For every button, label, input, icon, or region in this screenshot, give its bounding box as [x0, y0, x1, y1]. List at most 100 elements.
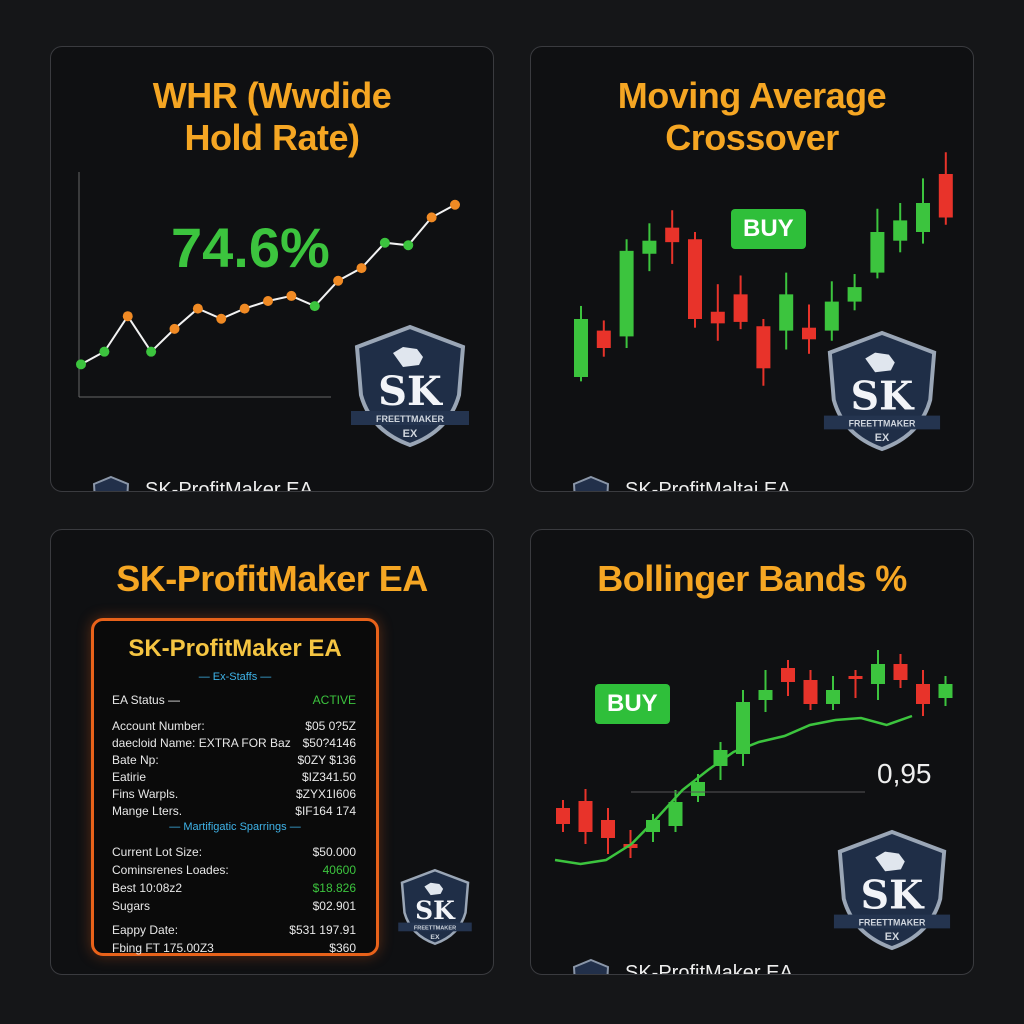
svg-text:S: S: [104, 489, 117, 492]
whr-title: WHR (Wwdide Hold Rate): [152, 75, 392, 158]
candle-body: [803, 680, 818, 704]
row-value: $ZYX1I606: [295, 787, 356, 801]
candle-body: [713, 750, 728, 766]
ea-card: SK-ProfitMaker EA SK-ProfitMaker EA — Ex…: [50, 529, 494, 975]
row-value: $IZ341.50: [301, 770, 356, 784]
status-label: EA Status —: [112, 693, 181, 707]
panel-row: Eappy Date: $531 197.91: [112, 923, 356, 937]
candle-body: [824, 301, 839, 331]
bb-candle-chart: [554, 650, 953, 866]
panel-row: daecloid Name: EXTRA FOR Baz $50?4146: [112, 736, 356, 750]
row-label: Mange Lters.: [112, 804, 183, 818]
row-value: $50?4146: [302, 736, 356, 750]
candle-body: [870, 232, 885, 273]
candle-body: [688, 239, 702, 319]
mac-title: Moving Average Crossover: [617, 75, 887, 158]
bb-value-label: 0,95: [877, 758, 932, 789]
whr-line-chart: [76, 172, 460, 398]
svg-text:FREETTMAKER: FREETTMAKER: [414, 925, 456, 931]
whr-data-point: [76, 359, 86, 370]
candle-body: [758, 690, 773, 700]
whr-data-point: [309, 301, 320, 312]
candle-body: [733, 294, 748, 322]
row-value: $05 0?5Z: [305, 719, 356, 733]
candle-body: [781, 668, 795, 682]
whr-data-point: [216, 313, 227, 324]
candle-body: [847, 287, 862, 302]
candle-body: [596, 330, 611, 348]
whr-data-point: [122, 311, 133, 322]
row-value: $360: [329, 941, 356, 955]
svg-text:FREETTMAKER: FREETTMAKER: [859, 917, 926, 927]
row-label: daecloid Name: EXTRA FOR Baz: [112, 736, 291, 750]
row-label: Current Lot Size:: [112, 845, 203, 859]
shield-icon: S: [92, 475, 130, 492]
shield-icon: S: [572, 958, 610, 975]
status-row: EA Status — ACTIVE: [112, 693, 356, 707]
svg-text:SK: SK: [378, 368, 443, 415]
sk-shield-logo: SK FREETTMAKER EX: [351, 324, 469, 448]
candle-body: [916, 203, 930, 232]
sk-shield-logo: SK FREETTMAKER EX: [833, 829, 951, 951]
sk-shield-logo: SK FREETTMAKER EX: [823, 330, 941, 452]
whr-data-point: [356, 263, 367, 274]
whr-card: WHR (Wwdide Hold Rate) 74.6% SK FREETTMA…: [50, 46, 494, 492]
panel-row: Sugars $02.901: [112, 899, 356, 913]
candle-body: [938, 684, 953, 698]
panel-row: Current Lot Size: $50.000: [112, 845, 356, 859]
panel-title: SK-ProfitMaker EA: [128, 635, 342, 662]
footer-name: SK-ProfitMaltai EA: [625, 479, 791, 492]
footer-name: SK-ProfitMaker EA: [625, 962, 793, 975]
svg-text:EX: EX: [430, 934, 440, 941]
candle-body: [619, 250, 634, 337]
whr-data-point: [169, 323, 180, 334]
row-label: Eatirie: [112, 770, 147, 784]
candle-body: [642, 240, 657, 254]
shield-icon: S: [572, 475, 610, 491]
svg-text:SK: SK: [861, 873, 925, 919]
row-value: $02.901: [312, 899, 356, 913]
candle-body: [938, 174, 953, 218]
row-label: Account Number:: [112, 719, 205, 733]
row-label: Best 10:08z2: [112, 881, 183, 895]
whr-value: 74.6%: [171, 216, 330, 279]
panel-row: Account Number: $05 0?5Z: [112, 719, 356, 733]
panel-row: Bate Np: $0ZY $136: [112, 753, 356, 767]
row-label: Sugars: [112, 899, 151, 913]
ea-title: SK-ProfitMaker EA: [116, 558, 428, 599]
svg-text:SK: SK: [415, 896, 456, 925]
panel-row: Best 10:08z2 $18.826: [112, 881, 356, 895]
candle-body: [646, 820, 660, 832]
candle-body: [848, 676, 863, 679]
row-label: Eappy Date:: [112, 923, 179, 937]
ea-status-panel: SK-ProfitMaker EA — Ex-Staffs — EA Statu…: [91, 618, 379, 956]
row-value: $0ZY $136: [297, 753, 357, 767]
whr-data-point: [450, 199, 460, 210]
mac-card: Moving Average Crossover BUY SK FREETTMA…: [530, 46, 974, 492]
whr-data-point: [99, 346, 110, 357]
panel-row: Fbing FT 175.00Z3 $360: [112, 941, 356, 955]
svg-text:EX: EX: [403, 428, 418, 440]
svg-text:S: S: [584, 972, 597, 975]
panel-row: Cominsrenes Loades: 40600: [112, 863, 356, 877]
candle-body: [871, 664, 885, 684]
row-label: Fbing FT 175.00Z3: [112, 941, 214, 955]
candle-body: [665, 227, 680, 243]
row-value: $531 197.91: [289, 923, 356, 937]
whr-data-point: [286, 290, 297, 301]
row-label: Cominsrenes Loades:: [112, 863, 229, 877]
sk-shield-logo: SK FREETTMAKER EX: [398, 868, 472, 946]
bb-percent-line: [554, 714, 913, 866]
candle-body: [601, 820, 615, 838]
candle-body: [802, 327, 816, 340]
whr-data-point: [333, 275, 344, 286]
candle-body: [574, 319, 588, 377]
whr-data-point: [263, 296, 273, 306]
section-heading: — Ex-Staffs —: [198, 671, 272, 683]
row-value: $IF164 174: [295, 804, 356, 818]
row-value: $18.826: [312, 881, 356, 895]
whr-data-point: [403, 240, 414, 251]
candle-body: [710, 311, 725, 324]
candle-body: [668, 802, 683, 826]
row-value: 40600: [322, 863, 356, 877]
